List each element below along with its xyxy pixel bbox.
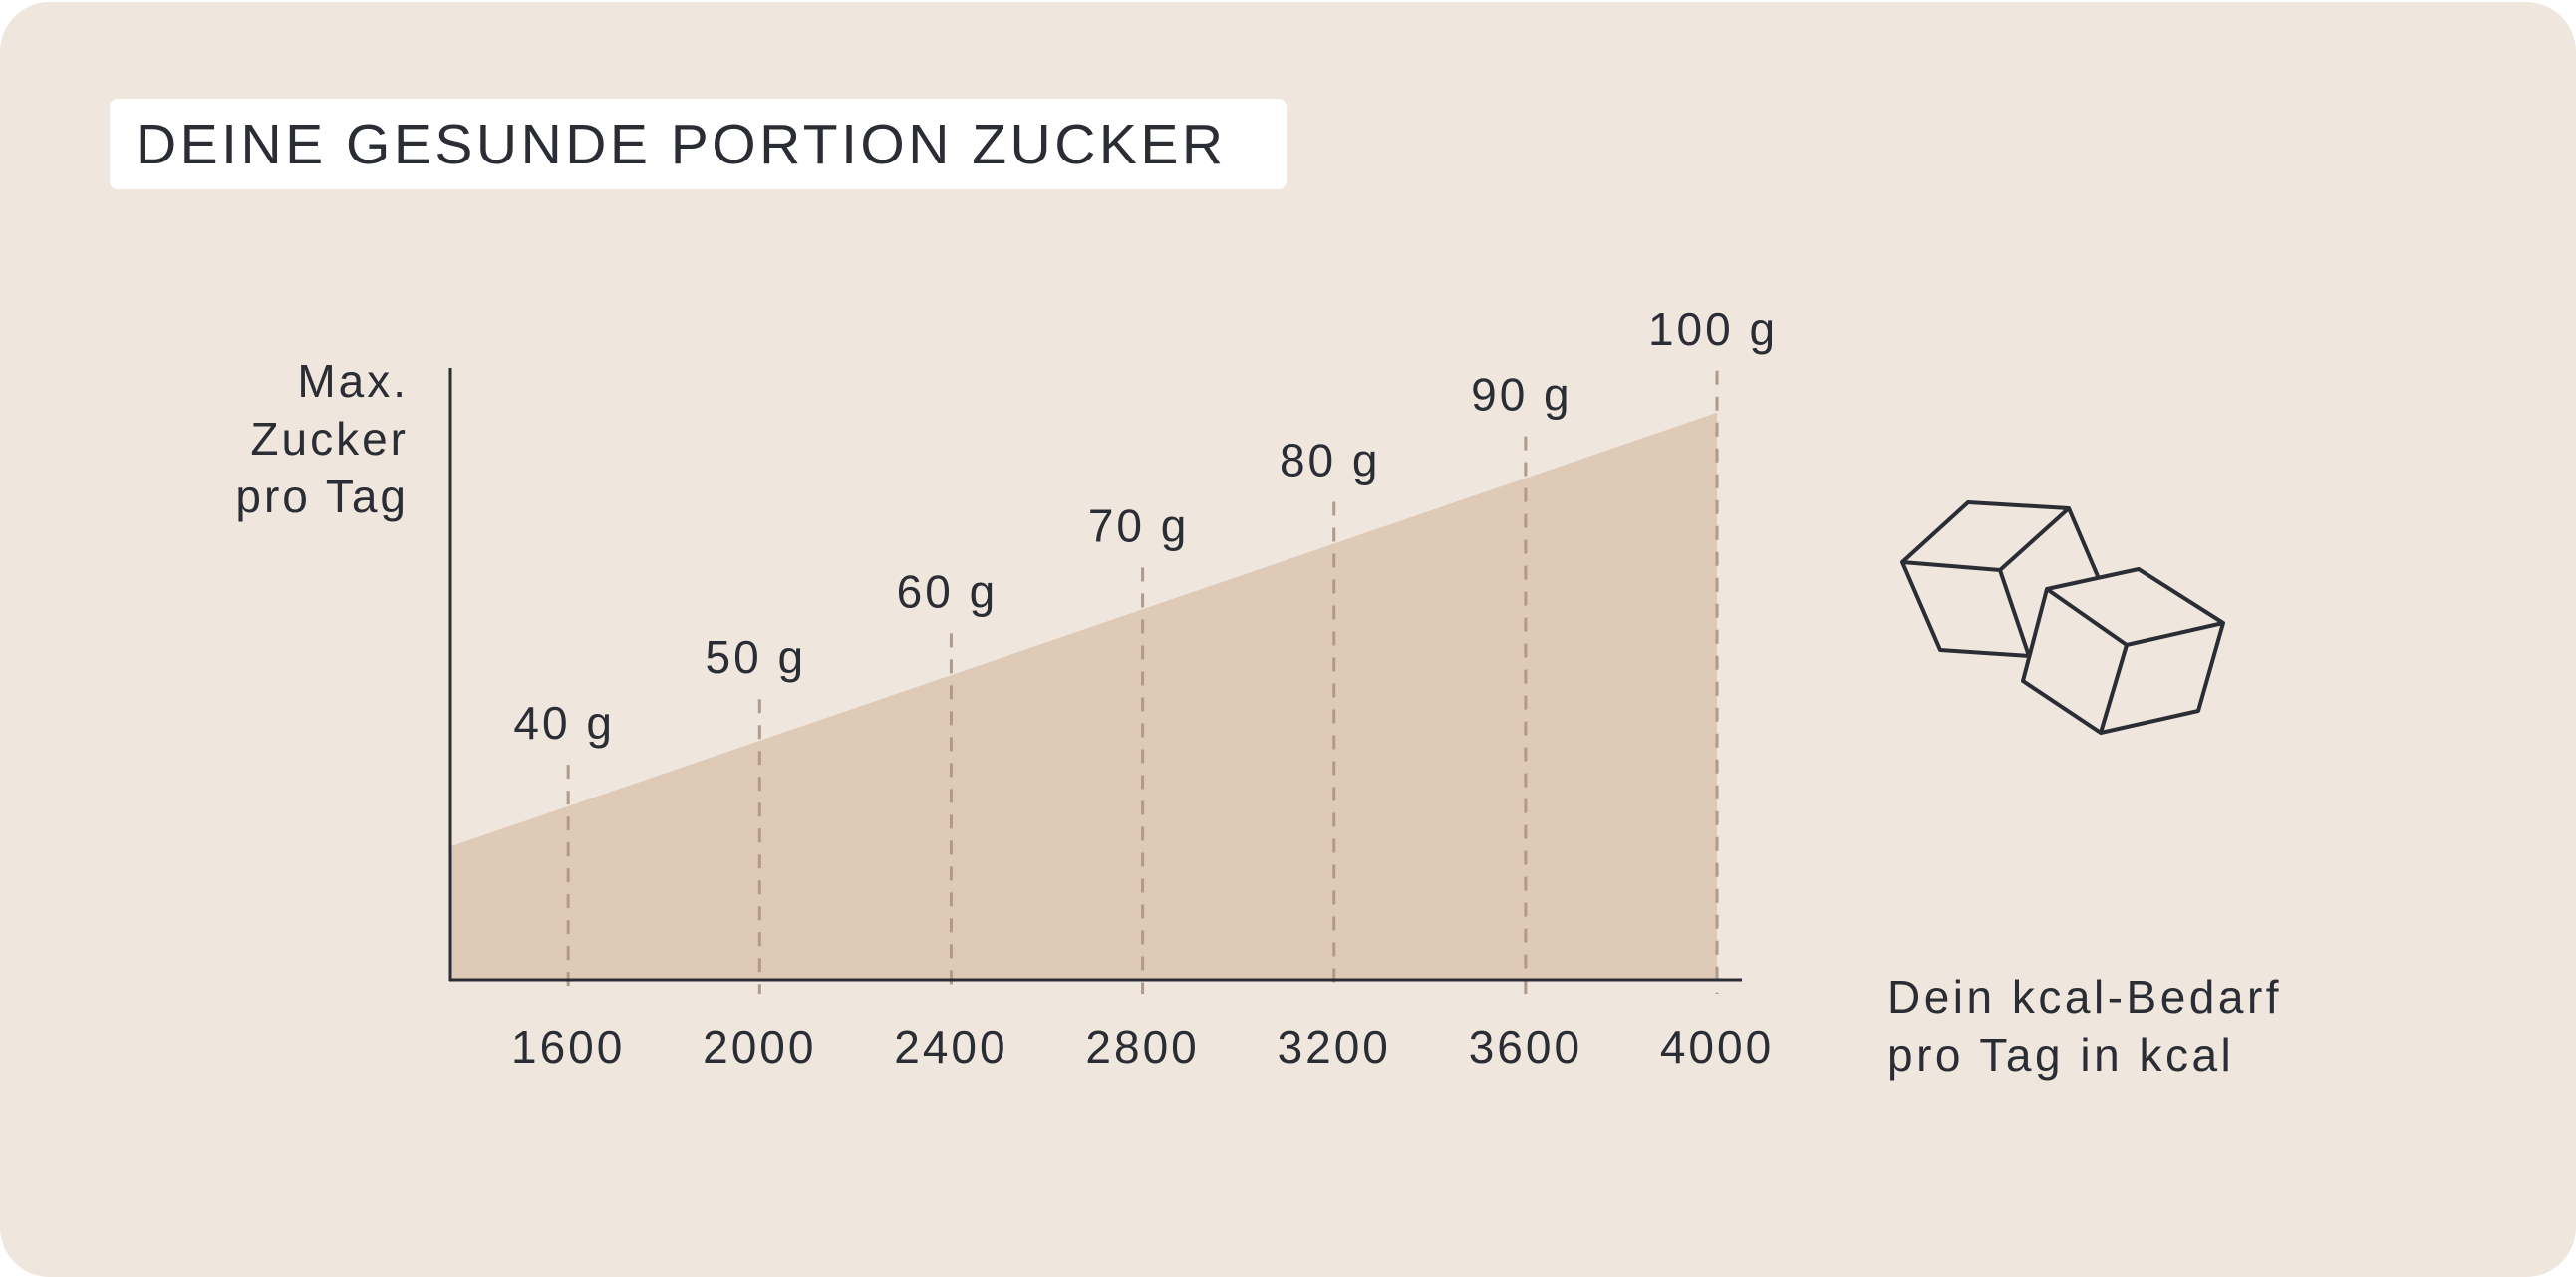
x-tick-label: 3600	[1469, 1021, 1582, 1073]
sugar-cubes-icon	[1900, 500, 2225, 735]
y-label-line: Max.	[297, 355, 409, 407]
area-fill	[450, 412, 1718, 980]
x-tick-label: 1600	[511, 1021, 625, 1073]
title-box	[110, 99, 1287, 189]
value-label: 70 g	[1088, 499, 1190, 551]
value-label: 100 g	[1648, 303, 1778, 355]
x-tick-label: 2800	[1085, 1021, 1199, 1073]
value-label: 80 g	[1280, 435, 1381, 486]
value-label: 40 g	[513, 697, 615, 749]
x-tick-label: 4000	[1660, 1021, 1774, 1073]
x-tick-label: 2000	[703, 1021, 816, 1073]
x-tick-label: 3200	[1278, 1021, 1391, 1073]
chart-title: DEINE GESUNDE PORTION ZUCKER	[136, 113, 1227, 176]
x-label-line: Dein kcal-Bedarf	[1887, 971, 2282, 1023]
x-axis-label: Dein kcal-Bedarf pro Tag in kcal	[1887, 971, 2282, 1081]
x-tick-label: 2400	[894, 1021, 1007, 1073]
value-label: 60 g	[897, 565, 999, 617]
x-label-line: pro Tag in kcal	[1887, 1029, 2234, 1081]
y-label-line: pro Tag	[235, 471, 409, 522]
value-label: 90 g	[1471, 369, 1573, 421]
y-axis-label: Max. Zucker pro Tag	[235, 355, 409, 522]
y-label-line: Zucker	[250, 413, 409, 465]
value-label: 50 g	[706, 631, 807, 683]
